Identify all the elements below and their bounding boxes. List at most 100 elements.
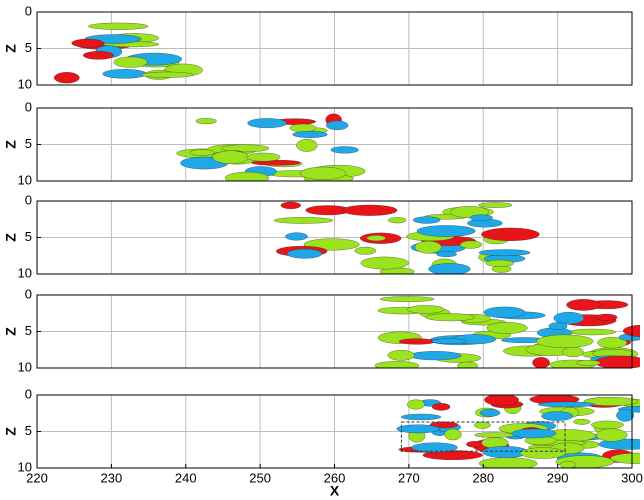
vortex-blob (576, 360, 601, 366)
vortex-blob (481, 227, 540, 241)
vortex-blob (569, 328, 616, 336)
x-tick-label: 240 (175, 470, 197, 485)
vortex-blob (83, 51, 114, 60)
y-tick-label: 10 (18, 76, 32, 91)
vortex-blob (212, 150, 249, 164)
vortex-blob (598, 438, 640, 450)
vortex-blob (195, 118, 217, 125)
y-axis-label: Z (3, 327, 19, 336)
y-tick-label: 10 (18, 172, 32, 187)
y-tick-label: 0 (25, 99, 32, 114)
vortex-blob (414, 240, 442, 254)
y-tick-label: 5 (25, 229, 32, 244)
vortex-blob (409, 351, 462, 361)
vortex-blob (595, 428, 628, 442)
highlight-box (400, 421, 566, 452)
vortex-blob (479, 409, 501, 417)
vortex-blob (354, 246, 376, 255)
vortex-blob (401, 413, 442, 421)
y-tick-label: 5 (25, 323, 32, 338)
y-axis-label: Z (3, 44, 19, 53)
vortex-blob (289, 123, 317, 133)
vortex-blob (431, 338, 468, 344)
isosurfaces (176, 113, 366, 181)
vortex-blob (573, 418, 591, 425)
vortex-blob (407, 305, 445, 314)
vortex-blob (616, 409, 635, 422)
vortex-blob (431, 403, 451, 411)
vortex-blob (436, 251, 457, 257)
vortex-blob (595, 313, 618, 321)
vortex-blob (407, 399, 425, 410)
y-tick-label: 5 (25, 136, 32, 151)
y-tick-label: 0 (25, 386, 32, 401)
isosurfaces (374, 296, 640, 368)
vortex-blob (537, 401, 595, 408)
vortex-blob (553, 312, 585, 325)
isosurfaces (53, 22, 203, 84)
y-tick-label: 10 (18, 265, 32, 280)
x-tick-label: 220 (26, 470, 48, 485)
vortex-blob (141, 71, 194, 78)
isosurfaces (396, 395, 640, 468)
vortex-blob (53, 72, 80, 84)
vortex-blob (398, 338, 436, 345)
y-tick-label: 0 (25, 3, 32, 18)
vortex-blob (342, 204, 398, 216)
vortex-blob (330, 146, 359, 154)
vortex-blob (478, 202, 513, 208)
y-tick-label: 5 (25, 423, 32, 438)
vortex-blob (413, 216, 441, 224)
vortex-blob (366, 235, 386, 242)
x-tick-label: 260 (324, 470, 346, 485)
vortex-blob (280, 201, 301, 209)
vortex-blob (478, 457, 538, 468)
vortex-blob (566, 299, 601, 311)
vortex-blob (485, 259, 515, 267)
vortex-blob (374, 361, 420, 368)
y-tick-label: 10 (18, 459, 32, 474)
vortex-blob (483, 306, 526, 319)
vortex-blob (113, 56, 148, 68)
vortex-blob (416, 225, 476, 237)
x-tick-label: 300 (621, 470, 643, 485)
vortex-blob (511, 428, 557, 439)
vortex-blob (88, 22, 149, 30)
vortex-blob (536, 334, 594, 348)
x-tick-label: 290 (547, 470, 569, 485)
vortex-blob (466, 441, 483, 448)
vortex-blob (474, 432, 516, 438)
vortex-blob (299, 166, 347, 180)
vortex-blob (562, 346, 584, 358)
vortex-blob (71, 38, 104, 48)
vortex-blob (591, 420, 624, 430)
vortex-blob (326, 120, 349, 131)
x-tick-label: 280 (472, 470, 494, 485)
vortex-blob (597, 337, 628, 349)
vortex-blob (460, 240, 482, 249)
vortex-blob (594, 355, 640, 368)
vortex-blob (247, 118, 287, 129)
vortex-blob (519, 447, 566, 459)
vortex-blob (224, 171, 270, 181)
vortex-blob (484, 395, 519, 406)
vortex-blob (286, 248, 323, 259)
x-tick-label: 230 (101, 470, 123, 485)
vortex-blob (273, 217, 334, 224)
x-axis-label: X (330, 483, 340, 499)
y-tick-label: 5 (25, 40, 32, 55)
vortex-blob (541, 411, 574, 421)
vortex-blob (478, 249, 531, 257)
y-tick-label: 0 (25, 192, 32, 207)
y-tick-label: 10 (18, 359, 32, 374)
x-tick-label: 250 (249, 470, 271, 485)
vortex-blob (221, 144, 270, 153)
vortex-blob (189, 149, 215, 156)
vortex-blob (102, 69, 147, 79)
vortex-blob (610, 452, 640, 464)
vortex-blob (387, 350, 415, 361)
vortex-blob (457, 361, 478, 368)
vortex-blob (532, 357, 550, 368)
